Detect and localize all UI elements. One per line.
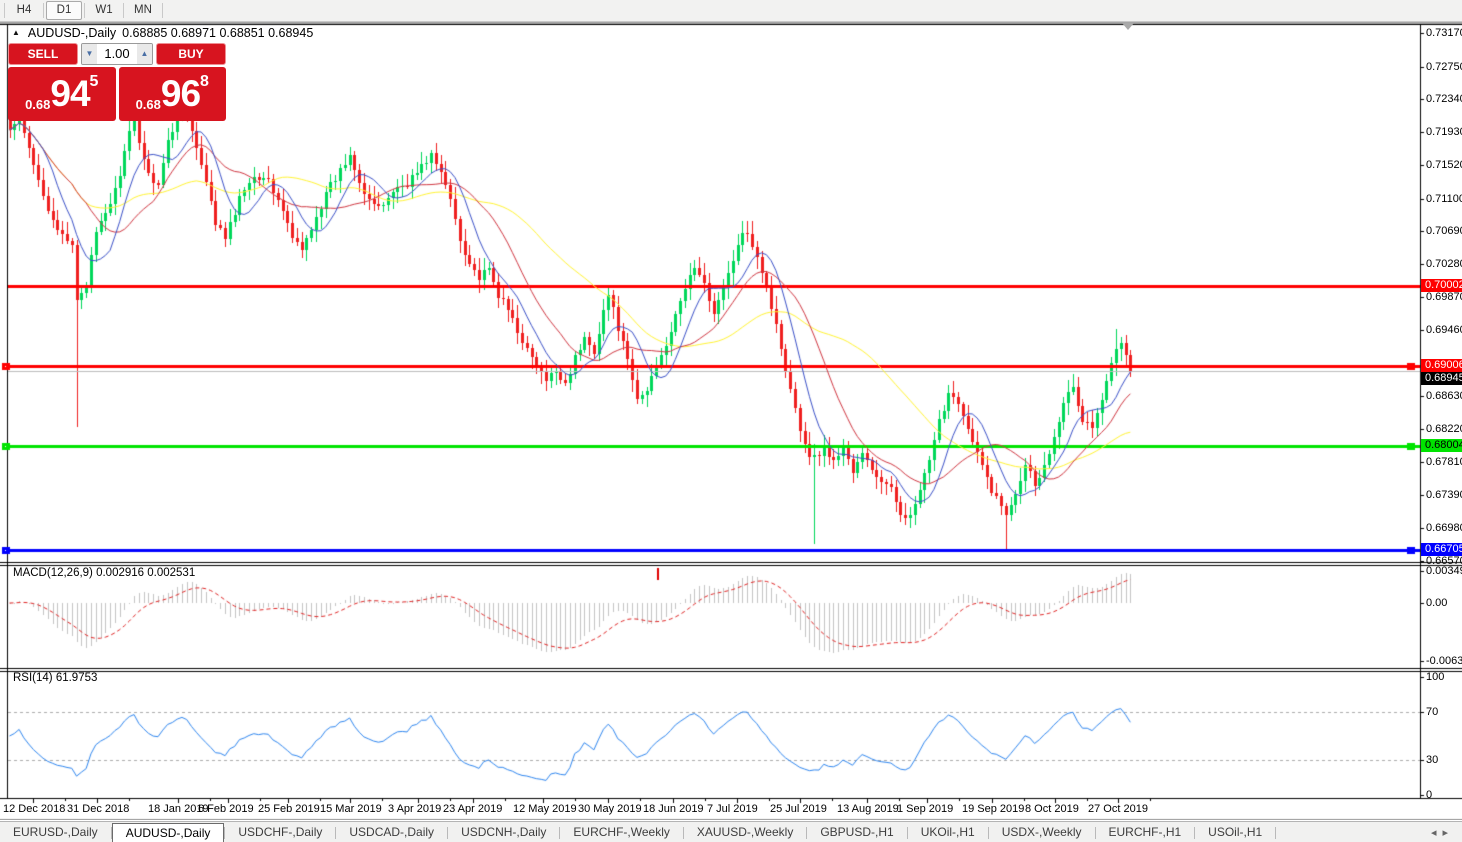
- chart-tab-bar: EURUSD-,Daily AUDUSD-,Daily USDCHF-,Daily U…: [0, 821, 1462, 842]
- date-axis-label: 13 Aug 2019: [837, 803, 899, 815]
- tab-scroll-arrows: ◂▸: [1431, 826, 1454, 839]
- tab-scroll-left-icon[interactable]: ◂: [1430, 827, 1443, 839]
- tab-scroll-right-icon[interactable]: ▸: [1442, 827, 1454, 839]
- date-axis-label: 25 Feb 2019: [258, 803, 320, 815]
- chart-tab-ukoil-h1[interactable]: UKOil-,H1: [920, 825, 975, 839]
- price-chart-canvas[interactable]: [0, 22, 1462, 820]
- sell-price-pip: 5: [89, 73, 99, 90]
- price-level-badge: 0.66705: [1421, 543, 1462, 556]
- price-axis-label: 0.69460: [1426, 324, 1462, 336]
- rsi-axis-label: 0: [1426, 789, 1433, 801]
- chart-tab-gbpusd-h1[interactable]: GBPUSD-,H1: [820, 825, 894, 839]
- price-scale[interactable]: 0.73170 0.72750 0.72340 0.71930 0.71520 0.711…: [1421, 22, 1462, 801]
- chart-title-row: ▲ AUDUSD-,Daily 0.68885 0.68971 0.68851 …: [12, 25, 313, 40]
- volume-decrease-icon[interactable]: ▼: [82, 44, 97, 64]
- pointer-marker: [1122, 23, 1134, 30]
- date-axis-label: 6 Feb 2019: [198, 803, 254, 815]
- price-axis-label: 0.72340: [1426, 93, 1462, 105]
- date-axis-label: 12 Dec 2018: [3, 803, 66, 815]
- date-axis-label: 31 Dec 2018: [67, 803, 130, 815]
- price-level-badge: 0.68945: [1421, 372, 1462, 385]
- chart-tab-usdcad-daily[interactable]: USDCAD-,Daily: [349, 825, 435, 839]
- timeframe-button-d1[interactable]: D1: [46, 1, 82, 20]
- sell-price-main: 94: [50, 73, 90, 114]
- chart-tab-usdx-weekly[interactable]: USDX-,Weekly: [1001, 825, 1082, 839]
- price-axis-label: 0.71930: [1426, 126, 1462, 138]
- chart-tab-usdcnh-daily[interactable]: USDCNH-,Daily: [461, 825, 547, 839]
- date-axis-label: 3 Apr 2019: [388, 803, 442, 815]
- price-level-badge: 0.70002: [1421, 279, 1462, 292]
- price-axis-label: 0.68630: [1426, 390, 1462, 402]
- price-axis-label: 0.71520: [1426, 159, 1462, 171]
- chart-tab-eurusd-daily[interactable]: EURUSD-,Daily: [13, 825, 98, 839]
- buy-price-prefix: 0.68: [135, 97, 161, 112]
- price-axis-label: 0.70690: [1426, 225, 1462, 237]
- chart-tab-usoil-h1[interactable]: USOil-,H1: [1208, 825, 1263, 839]
- chart-symbol-period: AUDUSD-,Daily: [27, 25, 117, 40]
- date-axis-label: 1 Sep 2019: [897, 803, 954, 815]
- sell-button[interactable]: SELL: [8, 43, 78, 65]
- volume-increase-icon[interactable]: ▲: [137, 44, 152, 64]
- rsi-axis-label: 30: [1426, 754, 1439, 766]
- chart-tab-xauusd-weekly[interactable]: XAUUSD-,Weekly: [696, 825, 794, 839]
- date-axis-label: 18 Jan 2019: [148, 803, 209, 815]
- rsi-indicator-label: RSI(14) 61.9753: [13, 672, 98, 684]
- date-scale[interactable]: 12 Dec 2018 31 Dec 2018 18 Jan 2019 6 Feb 2…: [0, 798, 1420, 820]
- volume-input[interactable]: 1.00: [104, 46, 130, 61]
- collapse-panel-icon[interactable]: ▲: [12, 28, 20, 37]
- price-level-badge: 0.69006: [1421, 359, 1462, 372]
- price-axis-label: 0.66980: [1426, 522, 1462, 534]
- buy-price-pip: 8: [200, 73, 209, 90]
- chart-tab-usdchf-daily[interactable]: USDCHF-,Daily: [238, 825, 323, 839]
- price-axis-label: 0.70280: [1426, 258, 1462, 270]
- chart-tab-eurchf-h1[interactable]: EURCHF-,H1: [1108, 825, 1182, 839]
- date-axis-label: 19 Sep 2019: [962, 803, 1025, 815]
- timeframe-button-mn[interactable]: MN: [134, 4, 152, 16]
- date-axis-label: 27 Oct 2019: [1088, 803, 1148, 815]
- macd-axis-label: 0.00349: [1426, 565, 1462, 577]
- timeframe-button-w1[interactable]: W1: [95, 4, 113, 16]
- price-axis-label: 0.73170: [1426, 27, 1462, 39]
- macd-axis-label: 0.00: [1426, 597, 1448, 609]
- timeframe-button-h4[interactable]: H4: [16, 4, 32, 16]
- volume-control: ▼ 1.00 ▲: [81, 43, 153, 65]
- date-axis-label: 30 May 2019: [578, 803, 642, 815]
- date-axis-label: 23 Apr 2019: [443, 803, 503, 815]
- chart-tab-eurchf-weekly[interactable]: EURCHF-,Weekly: [573, 825, 670, 839]
- date-axis-label: 12 May 2019: [513, 803, 577, 815]
- price-axis-label: 0.71100: [1426, 193, 1462, 205]
- date-axis-label: 25 Jul 2019: [770, 803, 827, 815]
- price-level-badge: 0.68004: [1421, 439, 1462, 452]
- one-click-trading-panel: SELL ▼ 1.00 ▲ BUY 0.68 94 5 0.68 96 8: [8, 43, 226, 121]
- buy-price-box[interactable]: 0.68 96 8: [118, 67, 226, 121]
- macd-axis-label: -0.00637: [1426, 655, 1462, 667]
- price-axis-label: 0.67810: [1426, 456, 1462, 468]
- macd-indicator-label: MACD(12,26,9) 0.002916 0.002531: [13, 567, 196, 579]
- buy-price-main: 96: [160, 73, 201, 114]
- date-axis-label: 8 Oct 2019: [1025, 803, 1079, 815]
- timeframe-toolbar: H4 D1 W1 MN: [0, 0, 1462, 22]
- rsi-axis-label: 100: [1426, 671, 1445, 683]
- buy-button[interactable]: BUY: [156, 43, 226, 65]
- date-axis-label: 15 Mar 2019: [320, 803, 382, 815]
- price-axis-label: 0.69870: [1426, 291, 1462, 303]
- chart-tab-audusd-daily[interactable]: AUDUSD-,Daily: [111, 822, 225, 842]
- chart-ohlc-values: 0.68885 0.68971 0.68851 0.68945: [122, 25, 314, 40]
- date-axis-label: 7 Jul 2019: [707, 803, 758, 815]
- sell-price-box[interactable]: 0.68 94 5: [8, 67, 116, 121]
- date-axis-label: 18 Jun 2019: [643, 803, 704, 815]
- price-axis-label: 0.67390: [1426, 489, 1462, 501]
- price-axis-label: 0.66570: [1426, 555, 1462, 567]
- sell-price-prefix: 0.68: [25, 97, 51, 112]
- rsi-axis-label: 70: [1426, 706, 1439, 718]
- price-axis-label: 0.72750: [1426, 61, 1462, 73]
- price-axis-label: 0.68220: [1426, 423, 1462, 435]
